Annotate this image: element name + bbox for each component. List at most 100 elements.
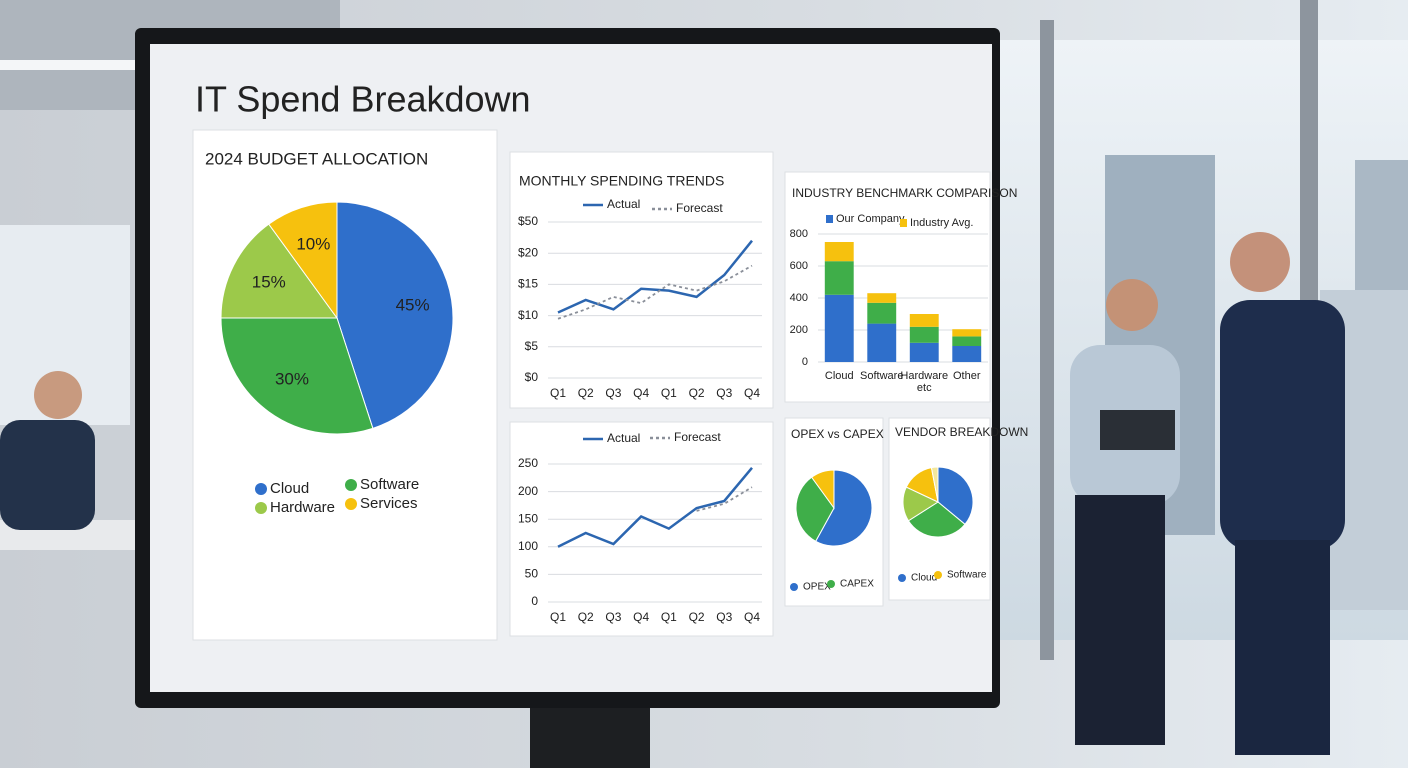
bar-segment	[909, 342, 939, 362]
dashboard-title: IT Spend Breakdown	[195, 79, 531, 120]
legend-label: CAPEX	[840, 579, 874, 590]
x-tick-label: Hardware etc	[900, 370, 948, 394]
y-tick-label: $10	[518, 308, 538, 322]
chart-title: 2024 BUDGET ALLOCATION	[205, 149, 428, 168]
x-tick-label: Q1	[550, 386, 566, 400]
x-tick-label: Software	[860, 370, 903, 382]
chart-title: MONTHLY SPENDING TRENDS	[519, 173, 724, 189]
legend-swatch	[255, 502, 267, 514]
pie-slice	[336, 201, 454, 429]
y-tick-label: $0	[525, 370, 539, 384]
bar-segment	[909, 314, 939, 327]
legend-swatch	[255, 483, 267, 495]
x-tick-label: Q2	[578, 386, 594, 400]
legend-swatch	[345, 479, 357, 491]
slice-label: 15%	[252, 273, 286, 292]
bar-segment	[867, 323, 897, 362]
pie-slice	[220, 317, 374, 435]
seated-person-head	[34, 371, 82, 419]
bar-segment	[952, 346, 982, 362]
bar-segment	[824, 242, 854, 262]
x-tick-label: Q1	[661, 610, 677, 624]
x-tick-label: Q4	[744, 610, 760, 624]
x-tick-label: Q2	[689, 610, 705, 624]
ceiling-light	[0, 60, 135, 70]
pie-slice	[937, 466, 974, 526]
legend-label: Cloud	[270, 480, 309, 497]
bar-segment	[952, 329, 982, 337]
bar-segment	[824, 294, 854, 362]
pie-slice	[795, 476, 835, 542]
y-tick-label: 50	[525, 567, 539, 581]
dashboard: 2024 BUDGET ALLOCATION 45% 30% 15% 10% Cloud S…	[192, 129, 1028, 641]
pie-slice	[268, 201, 338, 320]
slice-label: 10%	[296, 235, 330, 254]
y-tick-label: $50	[518, 214, 538, 228]
chart-panel	[784, 171, 991, 403]
series-line	[696, 486, 753, 512]
y-tick-label: 100	[518, 539, 538, 553]
legend-label: Forecast	[676, 201, 723, 215]
legend-label: Software	[947, 570, 987, 581]
y-tick-label: $20	[518, 245, 538, 259]
x-tick-label: Q3	[716, 386, 732, 400]
x-tick-label: Q4	[744, 386, 760, 400]
legend-swatch	[345, 498, 357, 510]
y-tick-label: 0	[531, 594, 538, 608]
x-tick-label: Q2	[689, 386, 705, 400]
legend-swatch	[826, 215, 833, 223]
x-tick-label: Q4	[633, 386, 649, 400]
series-line	[557, 239, 753, 314]
x-tick-label: Q3	[716, 610, 732, 624]
legend-label: OPEX	[803, 582, 831, 593]
x-tick-label: Cloud	[825, 370, 854, 382]
pie-slice	[220, 223, 338, 319]
standing-man-head	[1230, 232, 1290, 292]
y-tick-label: $15	[518, 277, 538, 291]
x-tick-label: Q4	[633, 610, 649, 624]
pie-slice	[815, 469, 873, 547]
slice-label: 30%	[275, 369, 309, 388]
legend-label: Actual	[607, 431, 640, 445]
pie-slice	[930, 466, 939, 503]
x-tick-label: Q3	[605, 386, 621, 400]
legend-label: Actual	[607, 197, 640, 211]
y-tick-label: 200	[518, 484, 538, 498]
y-tick-label: 600	[790, 260, 808, 272]
legend-label: Our Company	[836, 213, 905, 225]
y-tick-label: $5	[525, 339, 539, 353]
y-tick-label: 0	[802, 356, 808, 368]
y-tick-label: 150	[518, 511, 538, 525]
y-tick-label: 800	[790, 228, 808, 240]
chart-title: VENDOR BREAKDOWN	[895, 425, 1028, 439]
bar-segment	[824, 261, 854, 295]
legend-label: Cloud	[911, 573, 937, 584]
y-tick-label: 250	[518, 456, 538, 470]
legend-label: Software	[360, 476, 419, 493]
chart-title: OPEX vs CAPEX	[791, 427, 884, 441]
standing-woman-head	[1106, 279, 1158, 331]
chart-panel	[509, 151, 774, 409]
legend-label: Hardware	[270, 499, 335, 516]
legend-swatch	[900, 219, 907, 227]
x-tick-label: Other	[953, 370, 981, 382]
legend-swatch	[898, 574, 906, 582]
legend-swatch	[790, 583, 798, 591]
pie-slice	[907, 501, 966, 538]
legend-swatch	[934, 571, 942, 579]
bar-segment	[909, 326, 939, 343]
standing-woman-legs	[1075, 495, 1165, 745]
x-tick-label: Q3	[605, 610, 621, 624]
series-line	[557, 264, 753, 320]
standing-man	[1220, 300, 1345, 550]
seated-person	[0, 420, 95, 530]
chart-title: INDUSTRY BENCHMARK COMPARISON	[792, 186, 1017, 200]
tablet	[1100, 410, 1175, 450]
bar-segment	[952, 336, 982, 346]
standing-man-legs	[1235, 540, 1330, 755]
y-tick-label: 200	[790, 324, 808, 336]
window-mullion	[1040, 20, 1054, 660]
chart-panel	[509, 421, 774, 637]
x-tick-label: Q2	[578, 610, 594, 624]
